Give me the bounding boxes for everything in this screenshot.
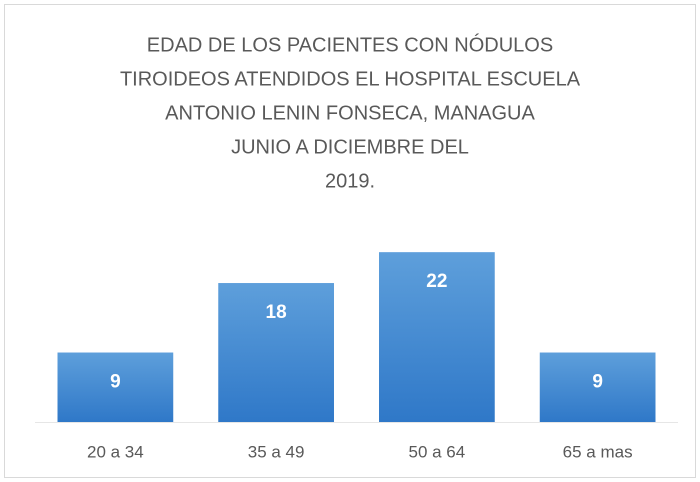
bar	[57, 352, 174, 422]
x-tick-label: 20 a 34	[87, 442, 144, 461]
data-label: 18	[266, 302, 287, 323]
data-label: 9	[592, 372, 603, 393]
chart-title: ANTONIO LENIN FONSECA, MANAGUA	[165, 102, 535, 124]
x-tick-label: 35 a 49	[248, 442, 305, 461]
chart-title: EDAD DE LOS PACIENTES CON NÓDULOS	[147, 33, 553, 56]
chart-title: TIROIDEOS ATENDIDOS EL HOSPITAL ESCUELA	[120, 68, 581, 90]
chart-title: 2019.	[325, 170, 375, 192]
bar	[379, 252, 495, 422]
chart-title: JUNIO A DICIEMBRE DEL	[231, 136, 469, 158]
data-label: 22	[426, 271, 447, 292]
data-label: 9	[110, 372, 121, 393]
x-tick-label: 65 a mas	[563, 442, 633, 461]
bar	[539, 352, 656, 422]
x-tick-label: 50 a 64	[409, 442, 466, 461]
bar	[218, 283, 334, 422]
